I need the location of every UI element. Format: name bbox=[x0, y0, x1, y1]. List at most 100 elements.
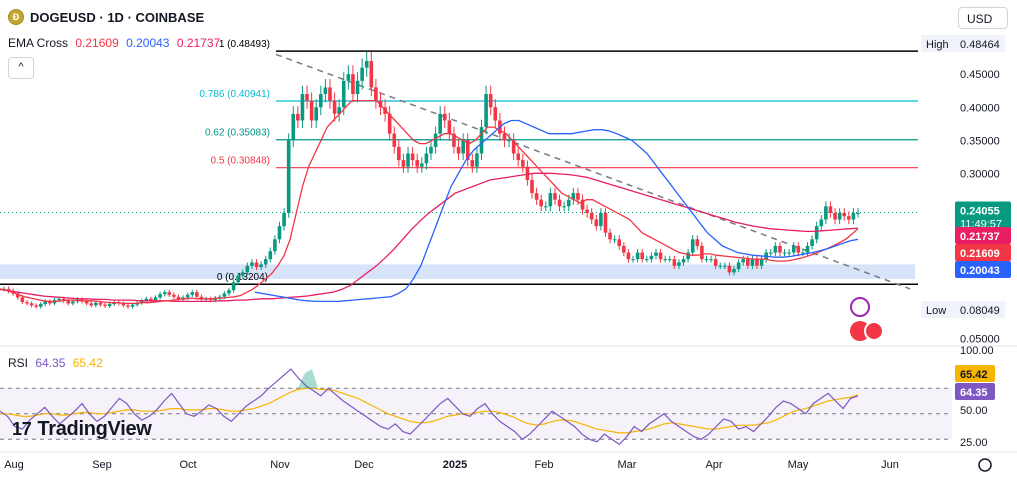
time-tick-label: Dec bbox=[354, 459, 374, 471]
candle-body bbox=[539, 199, 543, 207]
candle-body bbox=[364, 61, 369, 68]
candle-body bbox=[465, 140, 470, 161]
candle-body bbox=[759, 259, 764, 266]
price-tag-bg bbox=[921, 35, 955, 52]
price-tag-bg bbox=[955, 35, 1005, 52]
symbol-name[interactable]: DOGEUSD bbox=[30, 9, 96, 25]
candle-body bbox=[553, 193, 557, 200]
fib-label: 1 (0.48493) bbox=[219, 39, 270, 50]
candle-body bbox=[291, 113, 296, 141]
candle-body bbox=[397, 146, 401, 161]
rsi-tick-label: 100.00 bbox=[960, 345, 994, 357]
candle-body bbox=[190, 292, 195, 295]
ema-fast-line bbox=[0, 99, 859, 305]
currency-selector[interactable]: USD bbox=[958, 7, 1008, 29]
price-tag-title: High bbox=[926, 39, 949, 51]
candle-body bbox=[824, 206, 828, 220]
candle-body bbox=[420, 163, 424, 167]
candle-body bbox=[153, 297, 158, 301]
candle-body bbox=[374, 87, 378, 101]
candle-body bbox=[681, 259, 686, 263]
candle-body bbox=[38, 304, 43, 307]
candle-body bbox=[732, 269, 736, 273]
candle-body bbox=[199, 296, 204, 300]
price-tag-title: Low bbox=[926, 305, 946, 317]
candle-body bbox=[98, 302, 103, 305]
candle-body bbox=[309, 100, 314, 121]
ema-legend[interactable]: EMA Cross 0.21609 0.20043 0.21737 bbox=[8, 36, 224, 50]
interval-label[interactable]: 1D bbox=[107, 9, 124, 25]
candle-body bbox=[796, 245, 801, 253]
candle-body bbox=[479, 127, 484, 154]
price-tag-value: 0.08049 bbox=[960, 305, 1000, 317]
candle-body bbox=[718, 265, 723, 267]
candle-body bbox=[337, 107, 341, 114]
candle-body bbox=[34, 305, 38, 307]
candle-body bbox=[690, 239, 695, 253]
header-separator: · bbox=[127, 9, 132, 25]
candle-body bbox=[548, 193, 553, 207]
candle-body bbox=[149, 298, 153, 301]
candle-body bbox=[351, 74, 355, 95]
rsi-line bbox=[0, 368, 859, 446]
candle-body bbox=[167, 292, 172, 295]
currency-label: USD bbox=[967, 12, 993, 26]
candle-body bbox=[240, 272, 245, 276]
candle-body bbox=[484, 94, 488, 128]
candle-body bbox=[521, 160, 525, 167]
us-flag-icon[interactable] bbox=[864, 321, 884, 341]
candle-body bbox=[29, 303, 34, 306]
candle-body bbox=[360, 67, 364, 81]
candle-body bbox=[511, 140, 516, 154]
ema-fast-value: 0.21609 bbox=[75, 36, 119, 50]
candle-body bbox=[392, 133, 397, 147]
symbol-header: Ð DOGEUSD · 1D · COINBASE bbox=[8, 9, 204, 25]
candle-body bbox=[227, 290, 231, 294]
settings-icon[interactable] bbox=[978, 458, 992, 472]
rsi-tag-value: 64.35 bbox=[960, 387, 988, 399]
tradingview-mark-icon: 17 bbox=[12, 419, 32, 439]
candle-body bbox=[213, 298, 218, 301]
candle-body bbox=[782, 252, 787, 254]
candle-body bbox=[319, 94, 323, 108]
candle-body bbox=[525, 166, 530, 180]
candle-body bbox=[750, 259, 755, 266]
candle-body bbox=[741, 259, 746, 263]
candle-body bbox=[429, 146, 433, 154]
price-tag-value: 0.24055 bbox=[960, 206, 1000, 218]
candle-body bbox=[259, 264, 263, 268]
candle-body bbox=[282, 212, 286, 227]
collapse-legend-button[interactable]: ^ bbox=[8, 57, 34, 79]
candle-body bbox=[626, 252, 631, 260]
candle-body bbox=[66, 300, 71, 304]
candle-body bbox=[663, 259, 667, 261]
tradingview-wordmark: TradingView bbox=[37, 418, 152, 440]
rsi-legend[interactable]: RSI 64.35 65.42 bbox=[8, 356, 107, 370]
ema-slow-value: 0.21737 bbox=[176, 36, 221, 50]
candle-body bbox=[635, 252, 640, 260]
candle-body bbox=[723, 265, 727, 267]
events-icon[interactable] bbox=[850, 297, 870, 317]
candle-body bbox=[814, 226, 819, 240]
candle-body bbox=[842, 212, 847, 217]
exchange-label: COINBASE bbox=[135, 9, 205, 25]
candle-body bbox=[819, 219, 824, 227]
candle-body bbox=[461, 140, 465, 154]
price-tag-value: 0.48464 bbox=[960, 39, 1000, 51]
ema-label: EMA Cross bbox=[8, 36, 69, 50]
fib-label: 0.5 (0.30848) bbox=[211, 156, 271, 167]
candle-body bbox=[773, 245, 778, 253]
candle-body bbox=[833, 212, 837, 220]
candle-body bbox=[208, 298, 213, 301]
candle-body bbox=[25, 302, 29, 304]
candle-body bbox=[617, 239, 622, 246]
tradingview-logo[interactable]: 17 TradingView bbox=[12, 418, 152, 441]
candle-body bbox=[48, 301, 52, 304]
candle-body bbox=[176, 296, 181, 300]
rsi-ma-value: 65.42 bbox=[72, 356, 103, 370]
candle-body bbox=[158, 294, 162, 298]
price-tag-value: 0.21609 bbox=[960, 248, 1000, 260]
candle-body bbox=[447, 120, 452, 134]
candle-body bbox=[847, 216, 851, 220]
